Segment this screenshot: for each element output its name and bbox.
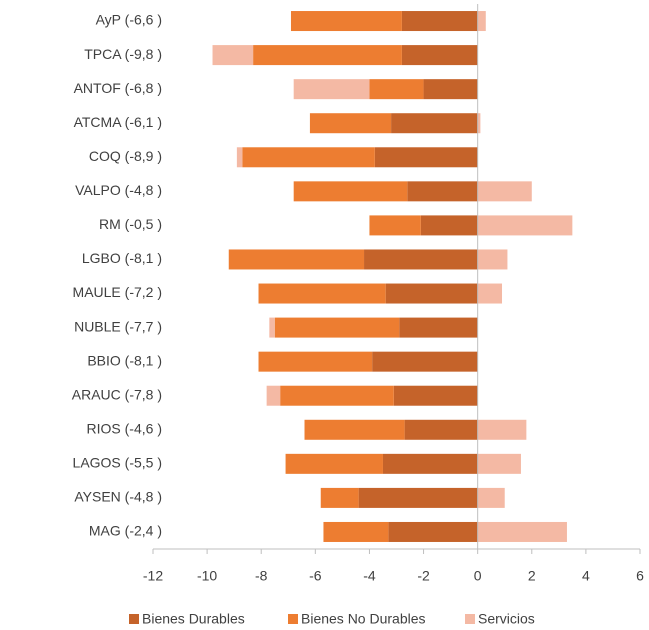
x-tick-label: 2 — [528, 568, 536, 584]
y-tick-label: LGBO (-8,1 ) — [82, 250, 162, 266]
bar — [385, 283, 478, 304]
bar — [477, 487, 505, 508]
bar — [420, 215, 478, 236]
bar — [269, 317, 275, 338]
bar — [374, 147, 478, 168]
bar — [477, 11, 486, 32]
legend-label: Bienes No Durables — [301, 611, 426, 627]
y-tick-label: VALPO (-4,8 ) — [75, 182, 162, 198]
bar — [274, 317, 400, 338]
bar — [293, 79, 370, 100]
y-tick-label: NUBLE (-7,7 ) — [74, 318, 162, 334]
bar — [242, 147, 375, 168]
x-tick-label: -10 — [197, 568, 217, 584]
bar — [369, 215, 421, 236]
bar — [391, 113, 478, 134]
bar — [372, 351, 478, 372]
bar — [477, 283, 503, 304]
bar — [404, 419, 478, 440]
y-tick-label: ANTOF (-6,8 ) — [74, 80, 162, 96]
y-tick-label: RM (-0,5 ) — [99, 216, 162, 232]
bar — [399, 317, 478, 338]
bar — [253, 45, 402, 66]
bar — [477, 181, 532, 202]
bar — [401, 11, 478, 32]
bar — [423, 79, 478, 100]
bar — [258, 283, 386, 304]
legend-label: Servicios — [478, 611, 535, 627]
y-tick-label: AyP (-6,6 ) — [96, 12, 162, 28]
y-tick-label: MAULE (-7,2 ) — [73, 284, 162, 300]
bar — [212, 45, 254, 66]
bar — [382, 453, 478, 474]
bar — [320, 487, 359, 508]
bar — [323, 521, 389, 542]
bar — [401, 45, 478, 66]
y-tick-label: AYSEN (-4,8 ) — [74, 489, 162, 505]
bar — [477, 249, 508, 270]
x-tick-label: -12 — [143, 568, 163, 584]
bar — [309, 113, 392, 134]
bar — [285, 453, 383, 474]
bar — [258, 351, 373, 372]
x-tick-label: 6 — [636, 568, 644, 584]
bar — [407, 181, 478, 202]
bar — [293, 181, 408, 202]
y-tick-label: RIOS (-4,6 ) — [87, 420, 162, 436]
bar — [228, 249, 365, 270]
y-tick-label: LAGOS (-5,5 ) — [73, 455, 162, 471]
legend-swatch — [129, 614, 139, 624]
legend-swatch — [465, 614, 475, 624]
bar — [266, 385, 281, 406]
bar — [477, 453, 521, 474]
bar — [369, 79, 424, 100]
x-tick-label: -4 — [363, 568, 376, 584]
bar — [304, 419, 405, 440]
y-tick-label: MAG (-2,4 ) — [89, 523, 162, 539]
x-tick-label: 0 — [474, 568, 482, 584]
legend-swatch — [288, 614, 298, 624]
bar — [358, 487, 478, 508]
bar — [280, 385, 394, 406]
y-tick-label: ARAUC (-7,8 ) — [72, 386, 162, 402]
bar — [477, 215, 573, 236]
bar — [364, 249, 478, 270]
x-tick-label: -6 — [309, 568, 322, 584]
bar — [236, 147, 243, 168]
bar — [477, 113, 481, 134]
y-tick-label: ATCMA (-6,1 ) — [74, 114, 162, 130]
bar — [477, 521, 567, 542]
y-tick-label: BBIO (-8,1 ) — [87, 352, 162, 368]
y-tick-label: TPCA (-9,8 ) — [84, 46, 162, 62]
x-tick-label: 4 — [582, 568, 590, 584]
legend-label: Bienes Durables — [142, 611, 245, 627]
bar — [290, 11, 402, 32]
bar — [393, 385, 478, 406]
x-tick-label: -8 — [255, 568, 268, 584]
bar — [388, 521, 478, 542]
x-tick-label: -2 — [417, 568, 430, 584]
bar — [477, 419, 527, 440]
y-tick-label: COQ (-8,9 ) — [89, 148, 162, 164]
